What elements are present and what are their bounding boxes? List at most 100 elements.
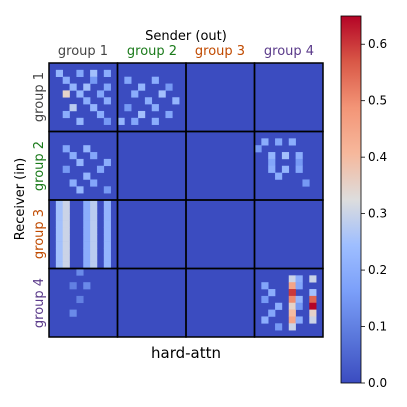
heatmap-cell xyxy=(62,247,70,256)
heatmap-cell xyxy=(103,200,111,208)
heatmap-cell xyxy=(55,200,63,208)
y-group-label-1: group 1 xyxy=(32,72,47,122)
colorbar-tick-label: 0.2 xyxy=(368,263,387,277)
heatmap-cell xyxy=(288,302,296,310)
heatmap-cell xyxy=(261,282,269,290)
heatmap-cell xyxy=(62,145,70,153)
heatmap-cell xyxy=(295,158,303,167)
heatmap-cell xyxy=(165,110,173,119)
heatmap-cell xyxy=(103,117,111,125)
heatmap-cell xyxy=(90,69,98,77)
heatmap-cell xyxy=(261,295,269,304)
y-axis-label: Receiver (in) xyxy=(13,158,28,240)
heatmap-cell xyxy=(281,152,290,160)
heatmap-cell xyxy=(55,220,63,228)
heatmap-cell xyxy=(288,295,296,304)
heatmap-cell xyxy=(83,220,91,228)
heatmap-cell xyxy=(288,282,296,290)
heatmap-cell xyxy=(309,309,317,317)
heatmap-cell xyxy=(83,227,91,235)
heatmap-cell xyxy=(103,206,111,214)
heatmap-cell xyxy=(275,172,283,180)
heatmap-cell xyxy=(90,220,98,228)
heatmap-cell xyxy=(55,206,63,214)
heatmap-cell xyxy=(62,254,70,262)
heatmap-cell xyxy=(151,104,159,112)
heatmap-cell xyxy=(83,247,91,256)
heatmap-cell xyxy=(69,83,77,91)
heatmap-cell xyxy=(124,104,132,112)
heatmap-cell xyxy=(309,275,317,283)
heatmap-cell xyxy=(62,234,70,242)
heatmap-cell xyxy=(83,145,91,153)
heatmap-cell xyxy=(295,165,303,173)
heatmap-cell xyxy=(69,179,77,187)
heatmap-cell xyxy=(90,76,98,84)
heatmap-cell xyxy=(55,254,63,262)
heatmap-cell xyxy=(288,323,296,331)
chart-title: hard-attn xyxy=(151,344,221,362)
heatmap-cell xyxy=(103,158,111,167)
heatmap-cell xyxy=(103,97,111,105)
heatmap-cell xyxy=(69,282,77,290)
heatmap-cell xyxy=(83,206,91,214)
heatmap-cell xyxy=(90,179,98,187)
heatmap-cell xyxy=(76,268,84,276)
heatmap-cell xyxy=(62,110,70,119)
y-group-label-4: group 4 xyxy=(32,278,47,328)
y-group-label-2: group 2 xyxy=(32,141,47,191)
heatmap-cell xyxy=(131,90,139,98)
heatmap-cell xyxy=(90,104,98,112)
x-axis-label: Sender (out) xyxy=(145,29,227,44)
heatmap-cell xyxy=(90,206,98,214)
heatmap-cell xyxy=(83,83,91,91)
x-group-label-3: group 3 xyxy=(195,44,245,59)
heatmap-cell xyxy=(55,234,63,242)
heatmap-cell xyxy=(295,316,303,324)
heatmap-cell xyxy=(90,247,98,256)
heatmap-cell xyxy=(76,186,84,194)
colorbar-tick-label: 0.6 xyxy=(368,37,387,51)
heatmap-cell xyxy=(103,261,111,269)
heatmap-cell xyxy=(62,261,70,269)
x-group-label-2: group 2 xyxy=(127,44,177,59)
heatmap-cell xyxy=(295,295,303,304)
heatmap-cell xyxy=(268,309,276,317)
heatmap-cell xyxy=(172,97,180,105)
heatmap-cell xyxy=(302,179,310,187)
colorbar-tick-label: 0.3 xyxy=(368,207,387,221)
heatmap-cell xyxy=(151,76,159,84)
heatmap-cell xyxy=(62,227,70,235)
heatmap-cell xyxy=(55,241,63,249)
heatmap-cell xyxy=(254,145,262,153)
heatmap-cell xyxy=(83,97,91,105)
heatmap-cell xyxy=(268,152,276,160)
heatmap-cell xyxy=(76,69,84,77)
heatmap-cell xyxy=(288,289,296,297)
heatmap-cell xyxy=(62,90,70,98)
block-borders xyxy=(48,62,324,338)
heatmap-cell xyxy=(83,200,91,208)
heatmap-cell xyxy=(83,172,91,180)
heatmap-cell xyxy=(90,261,98,269)
heatmap-cell xyxy=(90,227,98,235)
heatmap-cell xyxy=(275,302,283,310)
heatmap-cell xyxy=(288,275,296,283)
heatmap-cell xyxy=(76,158,84,167)
heatmap-cell xyxy=(103,234,111,242)
heatmap-cell xyxy=(83,261,91,269)
heatmap-cell xyxy=(288,316,296,324)
x-group-label-1: group 1 xyxy=(58,44,108,59)
heatmap-cell xyxy=(90,234,98,242)
heatmap-cell xyxy=(83,254,91,262)
heatmap-cell xyxy=(268,289,276,297)
heatmap-cell xyxy=(90,200,98,208)
heatmap-cell xyxy=(103,220,111,228)
heatmap-cell xyxy=(76,90,84,98)
heatmap-cell xyxy=(295,152,303,160)
heatmap-cell xyxy=(103,227,111,235)
heatmap-cell xyxy=(96,110,105,119)
heatmap-cell xyxy=(295,282,303,290)
heatmap-cell xyxy=(62,206,70,214)
